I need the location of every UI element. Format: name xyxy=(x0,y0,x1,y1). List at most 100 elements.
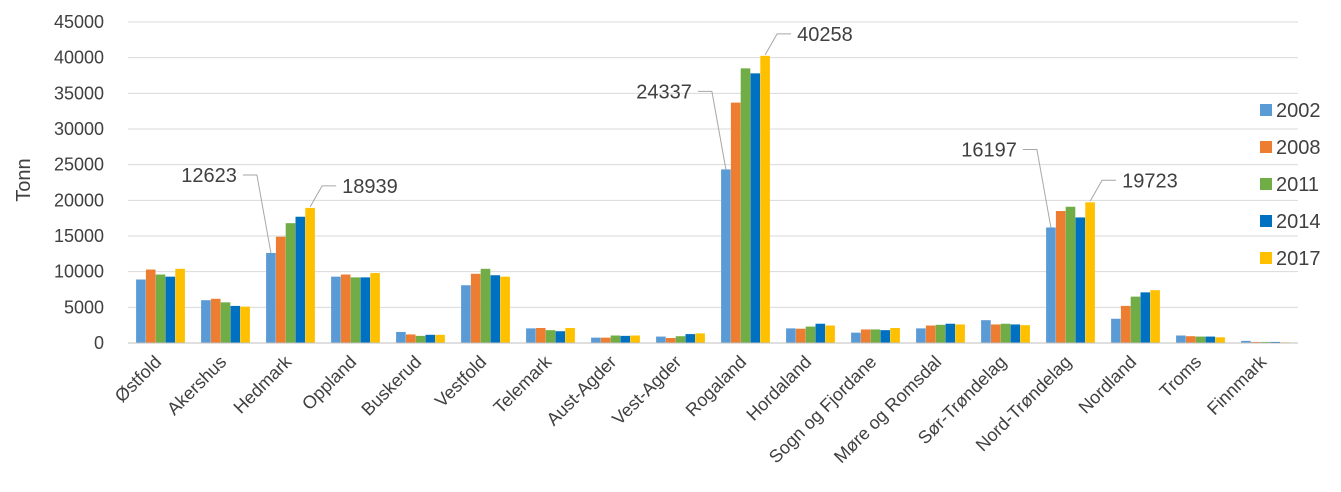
bar-2002-1 xyxy=(201,300,211,343)
bar-2017-7 xyxy=(630,335,640,343)
bar-2014-14 xyxy=(1075,217,1086,343)
legend: 2002 2008 2011 2014 2017 xyxy=(1260,100,1321,270)
bar-2002-16 xyxy=(1176,335,1186,343)
x-tick-label: Aust-Agder xyxy=(543,352,621,430)
x-tick-label: Vest-Agder xyxy=(608,352,685,429)
y-tick-label: 40000 xyxy=(54,48,104,68)
bar-2008-0 xyxy=(145,269,156,343)
bar-2014-10 xyxy=(815,323,826,343)
legend-swatch xyxy=(1260,141,1272,153)
bar-2008-2 xyxy=(275,236,286,343)
bar-2008-17 xyxy=(1250,341,1261,343)
bar-2008-4 xyxy=(405,334,416,343)
x-tick-label: Troms xyxy=(1156,352,1206,402)
bar-2017-4 xyxy=(435,334,445,343)
leader-line xyxy=(1089,179,1117,202)
bar-2008-10 xyxy=(795,328,806,343)
x-tick-label: Buskerud xyxy=(357,352,425,420)
y-tick-label: 35000 xyxy=(54,83,104,103)
bar-2002-3 xyxy=(331,276,341,343)
bar-2008-14 xyxy=(1055,211,1066,343)
bar-2014-4 xyxy=(425,334,436,343)
bar-2011-3 xyxy=(350,277,361,343)
bar-2011-9 xyxy=(740,68,751,343)
legend-label: 2017 xyxy=(1276,248,1321,270)
legend-swatch xyxy=(1260,215,1272,227)
bar-2002-0 xyxy=(136,279,146,343)
legend-item-2002: 2002 xyxy=(1260,100,1321,122)
bar-2011-11 xyxy=(870,329,881,343)
y-tick-label: 0 xyxy=(94,333,104,353)
data-label-text: 16197 xyxy=(961,139,1017,161)
bar-2008-8 xyxy=(665,338,676,343)
bar-2014-9 xyxy=(750,73,761,344)
legend-item-2017: 2017 xyxy=(1260,248,1321,270)
x-tick-label: Møre og Romsdal xyxy=(830,352,945,467)
bar-2011-2 xyxy=(285,223,296,343)
y-tick-label: 30000 xyxy=(54,119,104,139)
leader-line xyxy=(309,185,337,208)
bar-2011-1 xyxy=(220,302,231,343)
bar-2011-14 xyxy=(1065,206,1076,343)
bar-2002-8 xyxy=(656,336,666,343)
bar-2002-5 xyxy=(461,285,471,343)
data-label: 19723 xyxy=(1089,170,1178,202)
bar-2002-17 xyxy=(1241,340,1251,343)
bar-2017-0 xyxy=(175,268,185,343)
bar-2011-13 xyxy=(1000,323,1011,343)
leader-line xyxy=(242,174,272,254)
data-annotations: 12623 18939 24337 40258 16197 19723 xyxy=(181,24,1178,254)
bar-2017-12 xyxy=(955,324,965,343)
bar-2017-11 xyxy=(890,328,900,343)
bar-2017-15 xyxy=(1150,290,1160,343)
bar-2014-5 xyxy=(490,275,501,343)
bar-2002-13 xyxy=(981,320,991,343)
bar-2008-16 xyxy=(1185,336,1196,343)
bar-2002-4 xyxy=(396,331,406,343)
bar-2011-12 xyxy=(935,324,946,343)
legend-label: 2014 xyxy=(1276,211,1321,233)
legend-item-2014: 2014 xyxy=(1260,211,1321,233)
data-label: 18939 xyxy=(309,176,398,208)
bar-2011-17 xyxy=(1260,341,1271,343)
y-tick-label: 45000 xyxy=(54,12,104,32)
bar-2011-10 xyxy=(805,326,816,343)
x-tick-label: Vestfold xyxy=(431,352,490,411)
bar-2011-7 xyxy=(610,335,621,343)
bar-2017-16 xyxy=(1215,337,1225,343)
bar-2008-9 xyxy=(730,102,741,344)
y-tick-label: 15000 xyxy=(54,226,104,246)
bar-2014-12 xyxy=(945,323,956,343)
bar-2008-6 xyxy=(535,328,546,343)
bar-2017-8 xyxy=(695,333,705,343)
data-label-text: 24337 xyxy=(636,81,692,103)
x-tick-label: Sogn og Fjordane xyxy=(765,352,880,467)
bar-2011-15 xyxy=(1130,296,1141,343)
bar-2014-3 xyxy=(360,277,371,343)
bar-2002-14 xyxy=(1046,227,1056,343)
bar-2011-0 xyxy=(155,274,166,343)
x-tick-label: Telemark xyxy=(490,351,556,417)
bar-2014-2 xyxy=(295,216,306,343)
bar-2008-11 xyxy=(860,329,871,343)
bar-2017-3 xyxy=(370,273,380,343)
bar-2002-11 xyxy=(851,332,861,343)
data-label: 24337 xyxy=(636,81,727,170)
y-axis-label: Tonn xyxy=(13,158,35,201)
bar-2002-2 xyxy=(266,252,276,343)
data-label-text: 18939 xyxy=(342,176,398,198)
bar-2002-10 xyxy=(786,328,796,343)
bar-2002-9 xyxy=(721,169,731,343)
data-label: 12623 xyxy=(181,165,272,254)
leader-line xyxy=(1022,148,1052,228)
bar-2014-15 xyxy=(1140,292,1151,343)
bar-2002-12 xyxy=(916,328,926,343)
bar-2014-13 xyxy=(1010,324,1021,343)
data-label: 40258 xyxy=(764,24,853,56)
legend-swatch xyxy=(1260,178,1272,190)
leader-line xyxy=(697,90,727,170)
y-axis-ticks: 0 5000 10000 15000 20000 25000 30000 35000 40000… xyxy=(54,12,104,353)
bar-2017-9 xyxy=(760,55,770,344)
